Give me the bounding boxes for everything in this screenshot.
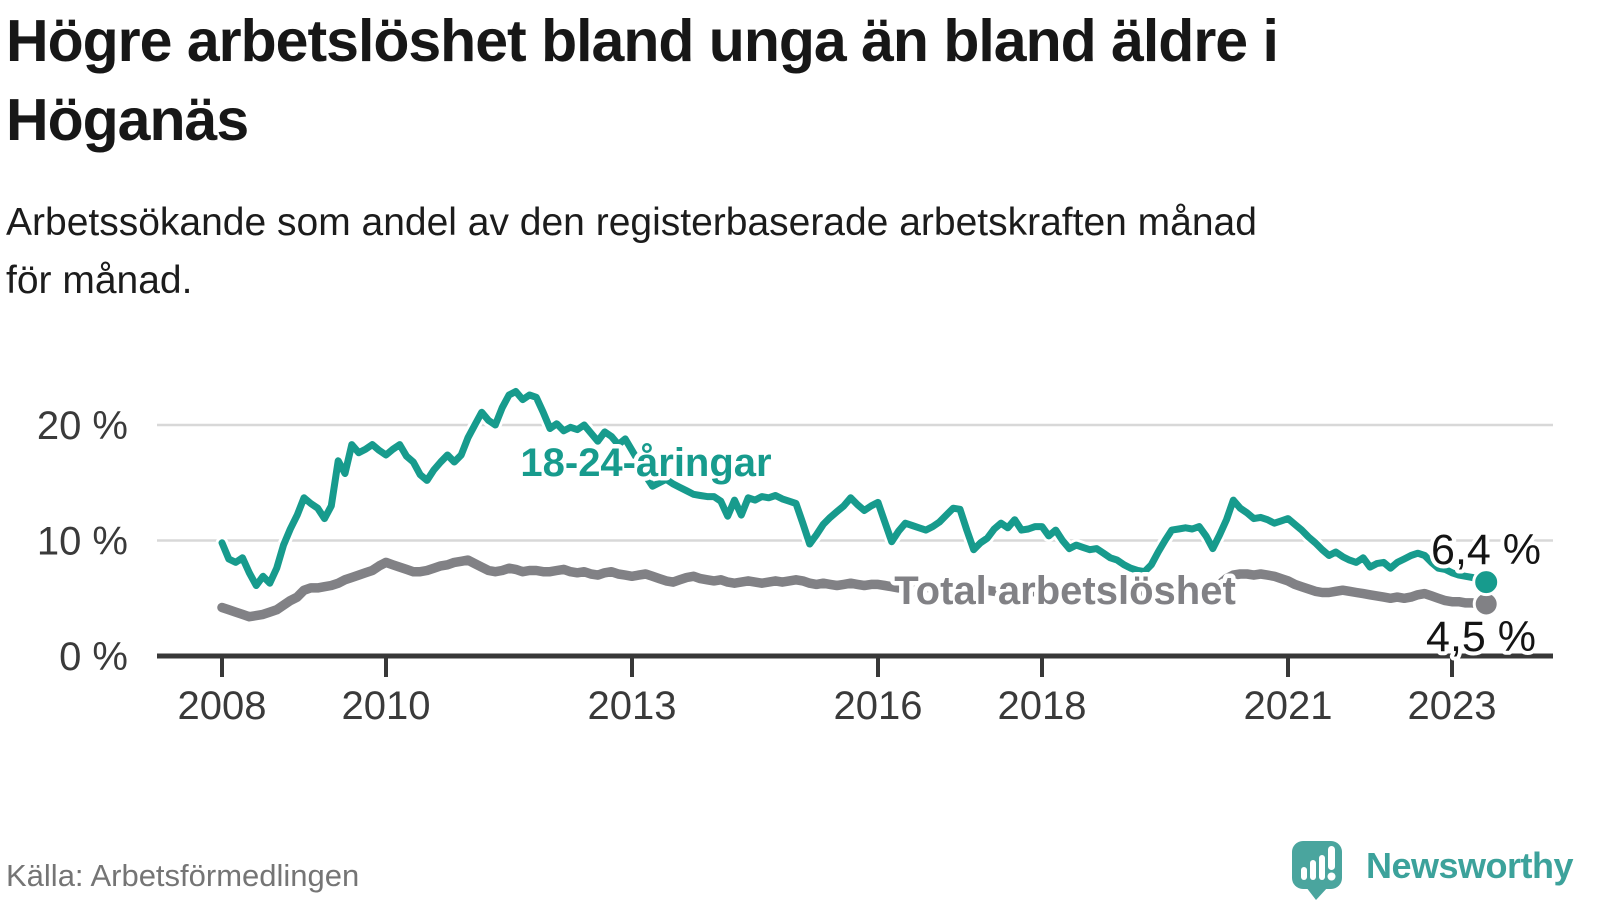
end-value-label-total: 4,5 % (1426, 613, 1536, 661)
series-line-youth-casing (215, 385, 1493, 592)
series-label-total: Total arbetslöshet (894, 569, 1236, 613)
series-line-youth (218, 388, 1490, 589)
page-title-line-1: Högre arbetslöshet bland unga än bland ä… (6, 8, 1279, 74)
chart-subtitle-line-2: för månad. (6, 259, 193, 302)
end-value-label-youth: 6,4 % (1431, 526, 1541, 574)
x-tick-label: 2021 (1244, 684, 1333, 728)
y-tick-label: 10 % (37, 520, 128, 564)
source-note: Källa: Arbetsförmedlingen (6, 858, 360, 893)
x-tick-label: 2018 (998, 684, 1087, 728)
series-endpoint-youth (1472, 568, 1501, 597)
series-label-youth: 18-24-åringar (520, 441, 771, 485)
newsworthy-wordmark: Newsworthy (1366, 845, 1574, 886)
axis-layer (157, 653, 1553, 677)
x-tick-label: 2016 (834, 684, 923, 728)
newsworthy-speech-bubble-bar-chart-icon (1292, 841, 1342, 900)
chart-subtitle: Arbetssökande som andel av den registerb… (6, 194, 1257, 310)
x-tick-label: 2008 (178, 684, 267, 728)
x-tick-label: 2013 (588, 684, 677, 728)
chart-subtitle-line-1: Arbetssökande som andel av den registerb… (6, 201, 1257, 244)
y-tick-label: 0 % (59, 635, 128, 679)
x-tick-label: 2010 (342, 684, 431, 728)
page-title: Högre arbetslöshet bland unga än bland ä… (6, 2, 1279, 160)
newsworthy-logo: Newsworthy (1290, 838, 1574, 902)
y-tick-label: 20 % (37, 404, 128, 448)
x-tick-label: 2023 (1408, 684, 1497, 728)
page-title-line-2: Höganäs (6, 87, 249, 153)
series-line-total (217, 555, 1491, 622)
